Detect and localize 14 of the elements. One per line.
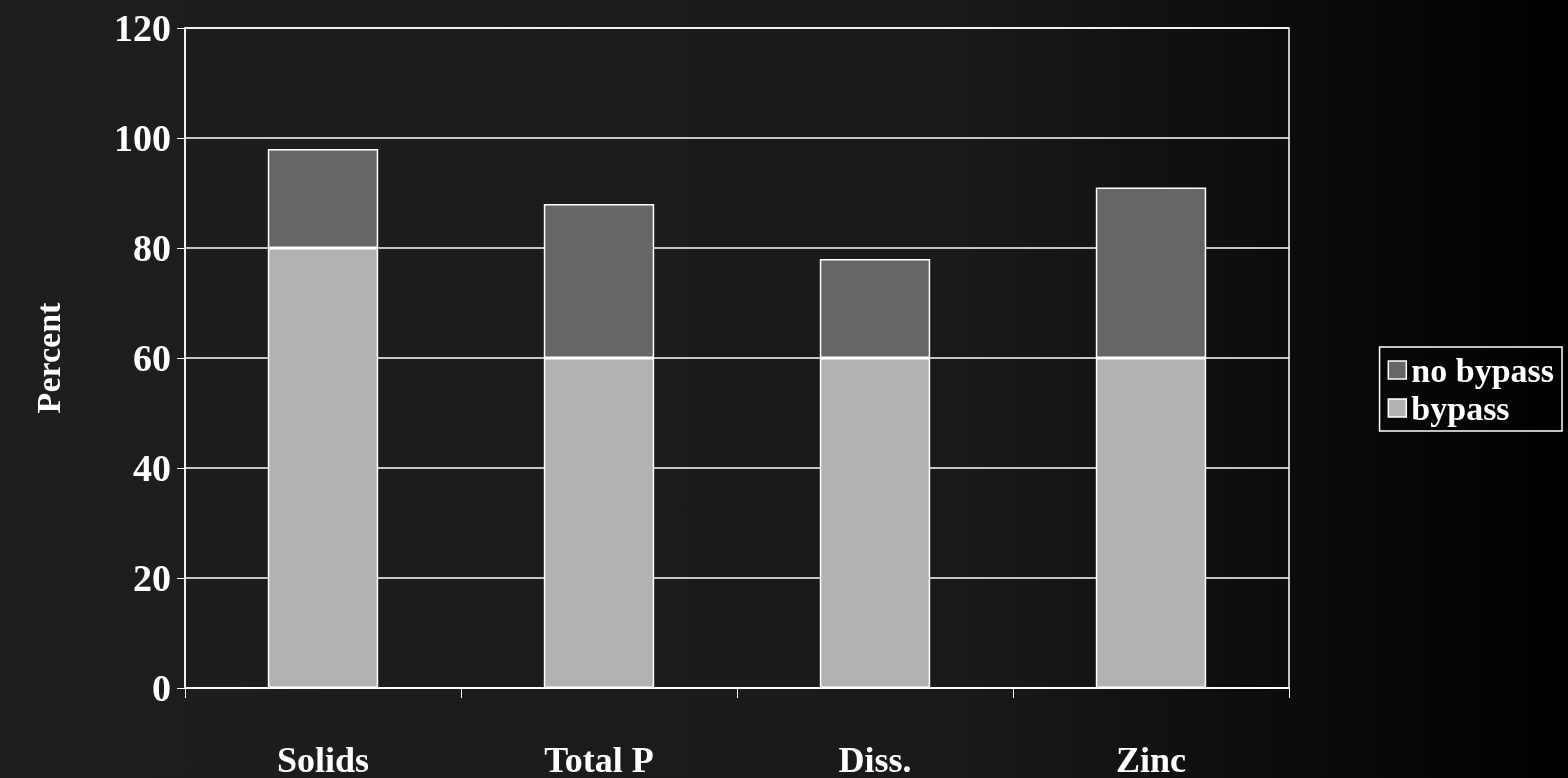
x-tick-label: Solids — [276, 740, 370, 778]
y-tick-label: 120 — [114, 7, 171, 49]
y-tick-label: 0 — [152, 667, 171, 709]
x-tick-label: Total P — [544, 740, 654, 778]
y-tick-label: 60 — [133, 337, 171, 379]
x-tick-label: Zinc — [1115, 740, 1187, 778]
y-tick-label: 80 — [133, 227, 171, 269]
y-tick-label: 100 — [114, 117, 171, 159]
y-axis-title: Percent — [29, 301, 67, 414]
legend-label: no bypass — [1411, 351, 1555, 389]
legend-label: bypass — [1411, 389, 1510, 427]
x-tick-label: Diss. — [838, 740, 912, 778]
y-tick-label: 20 — [133, 557, 171, 599]
y-tick-label: 40 — [133, 447, 171, 489]
